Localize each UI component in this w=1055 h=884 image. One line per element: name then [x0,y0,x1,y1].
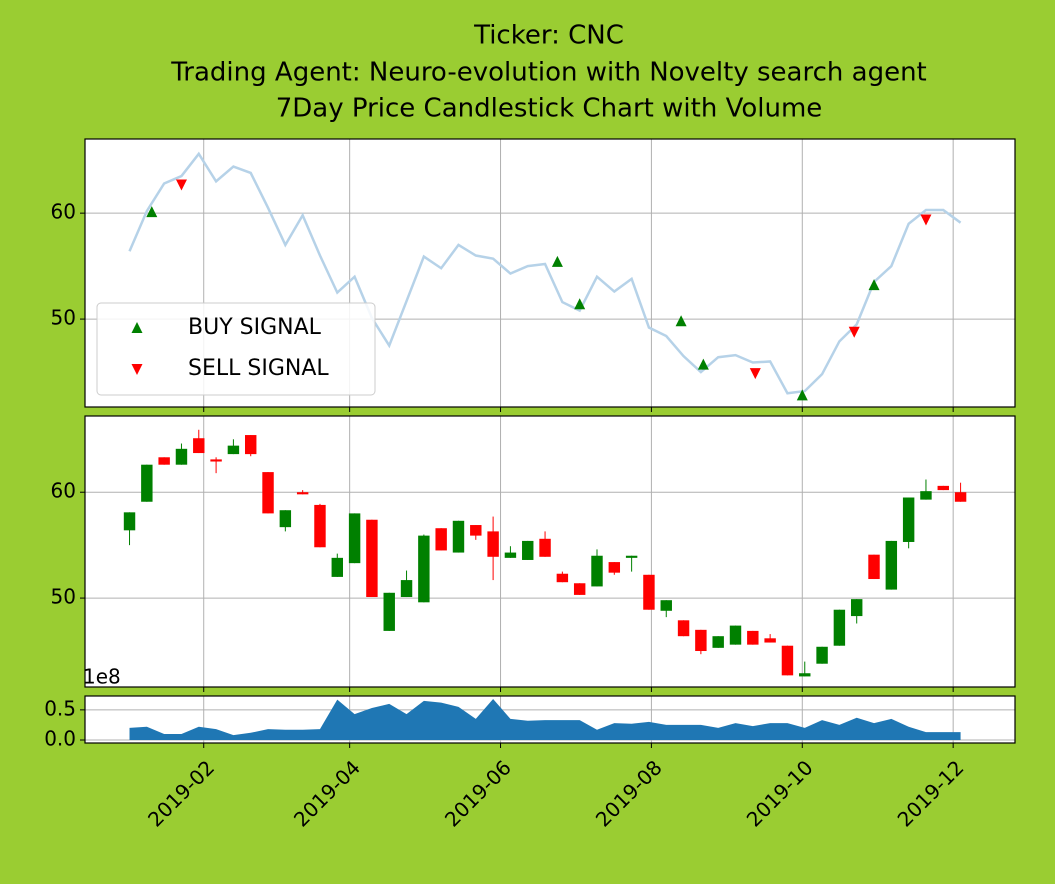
candle-body [331,557,344,577]
legend-marker [131,364,143,375]
price-line [128,151,962,395]
candle-body [400,580,413,598]
marks [123,429,967,677]
candle-body [210,459,222,462]
candle-body [383,592,395,631]
signal-marker [146,206,158,218]
signal-marker [848,326,860,338]
candle-body [227,445,240,455]
candle-body [695,629,707,652]
y-tick-label: 60 [51,479,76,503]
candle-body [452,520,465,553]
candle-body [348,513,361,564]
candle-body [470,525,482,536]
signal-marker [551,255,563,267]
marks [129,699,961,740]
candle-body [366,519,378,598]
candle-body [885,540,898,590]
y-tick-label: 0.0 [44,726,76,750]
candle-body [314,504,326,548]
candle-body [539,538,551,557]
plot-frame [84,415,1016,688]
signal-marker [675,315,687,327]
candle-body [175,448,188,465]
candle-body [677,620,690,637]
candle-body [902,497,915,542]
y-tick-label: 50 [51,306,76,330]
candle-body [643,574,655,610]
candle-body [245,435,257,455]
candle-body [799,673,811,677]
candle-body [954,492,967,502]
candle-body [764,638,776,643]
marks [128,151,962,401]
plot-frame [84,138,1016,408]
y-tick-label: 0.5 [44,696,76,720]
candle-body [920,491,932,500]
candle-body [262,472,274,514]
legend-box [96,302,376,396]
candle-body [193,438,205,454]
title-line: Trading Agent: Neuro-evolution with Nove… [170,58,927,88]
signal-marker [697,358,709,370]
legend-label: SELL SIGNAL [188,356,329,381]
candle-body [608,562,621,573]
y-tick-label: 50 [51,585,76,609]
candle-body [141,464,153,502]
candle-body [660,600,672,611]
offset-label: 1e8 [83,665,121,689]
candle-body [556,573,569,583]
y-tick-label: 60 [51,200,76,224]
candle-body [937,485,949,491]
candle-body [158,457,170,465]
candle-body [868,554,880,580]
candle-body [747,630,759,645]
candle-body [591,555,603,587]
candle-body [435,528,447,551]
candle-body [729,625,742,645]
legend-marker [131,322,143,333]
signal-marker [749,368,761,380]
legend-label: BUY SIGNAL [188,315,322,340]
candle-body [296,492,309,495]
plot-frame [84,695,1016,744]
candle-body [522,540,534,560]
candle-body [781,645,794,676]
candle-body [573,583,586,595]
candle-body [625,555,638,558]
candle-body [850,599,863,617]
title-line: 7Day Price Candlestick Chart with Volume [276,94,823,124]
candle-body [833,609,846,646]
candle-body [487,531,499,557]
signal-marker [920,214,932,226]
title-line: Ticker: CNC [473,21,624,51]
candle-body [123,512,136,531]
signal-marker [175,179,187,191]
candle-body [816,646,828,664]
signal-marker [574,298,586,310]
candle-body [418,535,430,603]
volume-area [129,699,961,740]
candle-body [279,510,292,528]
candle-body [712,636,724,648]
candle-body [504,552,517,558]
signal-marker [868,279,880,291]
signal-marker [796,389,808,401]
